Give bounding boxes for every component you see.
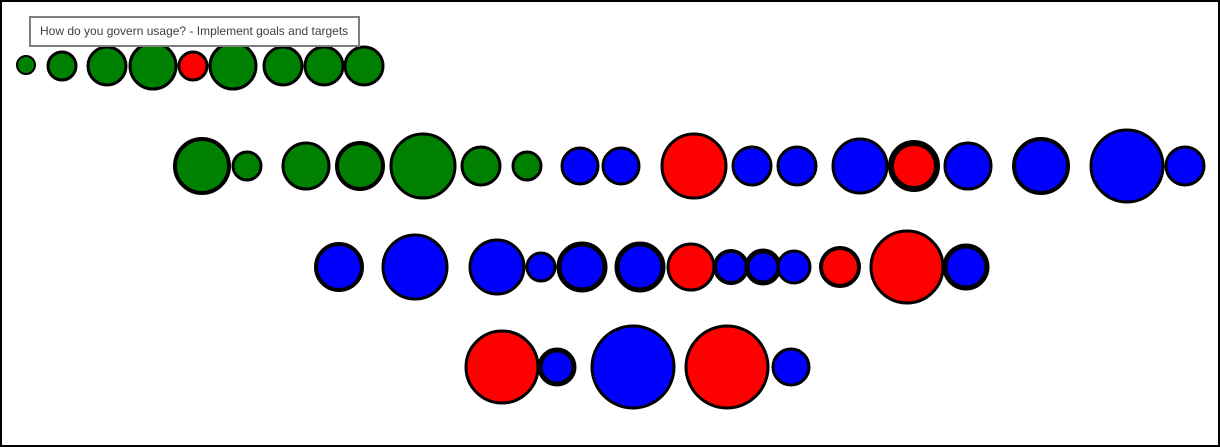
bubble-green[interactable] (16, 55, 36, 75)
bubble-green[interactable] (86, 45, 128, 87)
bubble-green[interactable] (208, 41, 258, 91)
bubble-blue[interactable] (381, 233, 449, 301)
bubble-red[interactable] (464, 329, 540, 405)
bubble-red[interactable] (666, 242, 716, 292)
tooltip: How do you govern usage? - Implement goa… (29, 16, 360, 47)
bubble-blue[interactable] (601, 146, 641, 186)
bubble-blue[interactable] (468, 238, 526, 296)
bubble-red[interactable] (869, 229, 945, 305)
bubble-blue[interactable] (560, 146, 600, 186)
bubble-red[interactable] (819, 246, 861, 288)
bubble-blue[interactable] (1089, 128, 1165, 204)
bubble-blue[interactable] (776, 145, 818, 187)
bubble-blue[interactable] (776, 249, 812, 285)
bubble-green[interactable] (389, 132, 457, 200)
bubble-blue[interactable] (771, 347, 811, 387)
row-3 (314, 229, 990, 305)
bubble-blue[interactable] (744, 248, 782, 286)
row-4 (464, 324, 811, 410)
row-1 (16, 41, 385, 91)
bubble-red[interactable] (177, 50, 209, 82)
bubble-blue[interactable] (556, 241, 608, 293)
bubble-green[interactable] (46, 50, 78, 82)
bubble-blue[interactable] (943, 141, 993, 191)
bubble-blue[interactable] (537, 347, 577, 387)
bubble-blue[interactable] (590, 324, 676, 410)
bubble-green[interactable] (335, 141, 385, 191)
bubble-green[interactable] (460, 145, 502, 187)
bubble-red[interactable] (684, 324, 770, 410)
row-2 (173, 128, 1206, 204)
bubble-blue[interactable] (731, 145, 773, 187)
bubble-blue[interactable] (942, 243, 990, 291)
bubble-blue[interactable] (713, 249, 749, 285)
bubble-green[interactable] (303, 45, 345, 87)
bubble-green[interactable] (262, 45, 304, 87)
bubble-green[interactable] (128, 41, 178, 91)
bubble-green[interactable] (173, 137, 231, 195)
bubble-blue[interactable] (614, 241, 666, 293)
bubble-green[interactable] (231, 150, 263, 182)
bubble-red[interactable] (660, 132, 728, 200)
bubble-green[interactable] (511, 150, 543, 182)
bubble-blue[interactable] (1012, 137, 1070, 195)
bubble-blue[interactable] (314, 242, 364, 292)
bubble-blue[interactable] (1164, 145, 1206, 187)
bubble-green[interactable] (343, 45, 385, 87)
bubble-green[interactable] (281, 141, 331, 191)
bubble-blue[interactable] (831, 137, 889, 195)
bubble-blue[interactable] (525, 251, 557, 283)
bubble-red[interactable] (888, 140, 940, 192)
